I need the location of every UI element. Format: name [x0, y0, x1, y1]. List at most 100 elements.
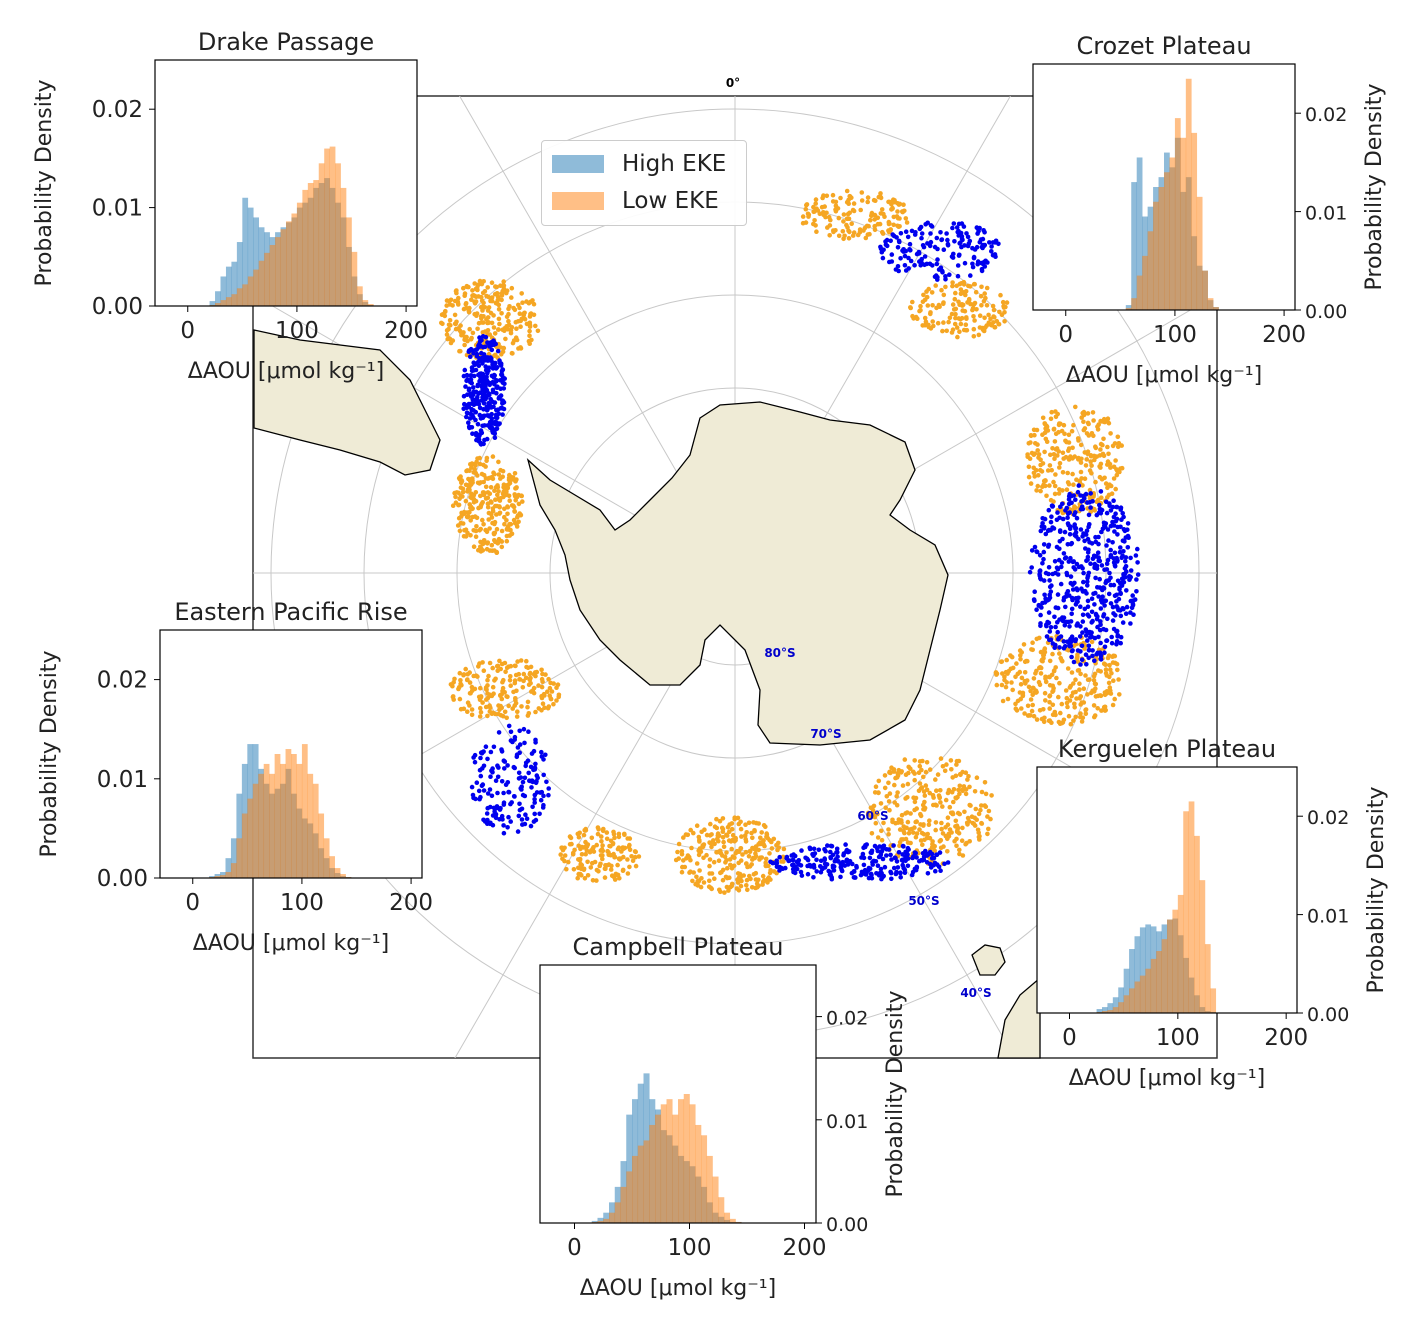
- low-eke-bar: [1136, 275, 1143, 310]
- low-eke-point: [1061, 422, 1067, 428]
- low-eke-point: [949, 330, 955, 335]
- high-eke-point: [1112, 529, 1117, 534]
- high-eke-point: [464, 372, 470, 378]
- low-eke-point: [913, 834, 919, 840]
- high-eke-point: [477, 796, 482, 802]
- low-eke-bar: [655, 1114, 662, 1223]
- high-eke-point: [1080, 630, 1085, 635]
- low-eke-point: [728, 862, 733, 868]
- low-eke-bar: [335, 163, 341, 306]
- high-eke-point: [912, 232, 918, 237]
- high-eke-point: [875, 863, 881, 868]
- low-eke-point: [485, 504, 491, 510]
- low-eke-point: [892, 800, 897, 805]
- low-eke-point: [504, 715, 510, 721]
- low-eke-point: [999, 682, 1005, 688]
- high-eke-point: [869, 850, 874, 855]
- low-eke-bar: [1177, 894, 1184, 1013]
- high-eke-point: [479, 355, 485, 361]
- low-eke-point: [726, 838, 732, 843]
- low-eke-point: [606, 850, 611, 855]
- low-eke-point: [1112, 696, 1117, 702]
- low-eke-point: [886, 799, 892, 804]
- low-eke-point: [707, 878, 712, 884]
- low-eke-point: [1050, 702, 1056, 708]
- low-eke-bar: [236, 838, 243, 878]
- high-eke-point: [1103, 499, 1109, 505]
- low-eke-point: [955, 828, 960, 833]
- high-eke-point: [944, 231, 949, 236]
- low-eke-point: [1073, 677, 1078, 682]
- low-eke-point: [461, 285, 466, 291]
- low-eke-point: [869, 831, 875, 836]
- high-eke-point: [529, 785, 534, 790]
- inset-title: Crozet Plateau: [1076, 32, 1251, 60]
- low-eke-bar: [340, 187, 347, 306]
- low-eke-point: [569, 841, 574, 847]
- low-eke-point: [475, 674, 480, 679]
- low-eke-point: [953, 306, 959, 312]
- low-eke-point: [851, 208, 857, 214]
- low-eke-point: [468, 533, 473, 538]
- low-eke-point: [887, 769, 893, 775]
- low-eke-point: [1028, 433, 1034, 438]
- high-eke-point: [924, 261, 930, 267]
- high-eke-point: [1135, 546, 1140, 552]
- low-eke-point: [1077, 681, 1082, 686]
- low-eke-point: [1008, 666, 1014, 672]
- low-eke-bar: [220, 300, 227, 306]
- low-eke-point: [547, 693, 552, 698]
- low-eke-point: [490, 454, 496, 459]
- high-eke-point: [1073, 638, 1078, 644]
- low-eke-point: [942, 768, 948, 774]
- high-eke-point: [1078, 527, 1084, 532]
- low-eke-point: [1057, 651, 1062, 656]
- low-eke-point: [524, 658, 529, 664]
- low-eke-point: [463, 527, 469, 532]
- high-eke-point: [494, 378, 499, 383]
- high-eke-point: [1135, 572, 1141, 577]
- high-eke-point: [970, 264, 976, 270]
- high-eke-point: [880, 255, 886, 261]
- low-eke-point: [845, 211, 851, 217]
- low-eke-point: [866, 223, 871, 229]
- high-eke-point: [1052, 559, 1058, 564]
- low-eke-point: [971, 314, 976, 319]
- low-eke-point: [1080, 410, 1085, 416]
- low-eke-point: [881, 820, 886, 826]
- high-eke-point: [1058, 504, 1063, 510]
- high-eke-point: [823, 848, 828, 854]
- low-eke-point: [752, 855, 757, 861]
- low-eke-point: [886, 219, 892, 225]
- low-eke-bar: [1174, 118, 1181, 310]
- low-eke-point: [738, 826, 744, 832]
- low-eke-point: [902, 830, 907, 836]
- high-eke-point: [1044, 634, 1050, 639]
- low-eke-point: [743, 839, 749, 844]
- high-eke-point: [866, 868, 871, 873]
- high-eke-point: [1120, 538, 1126, 543]
- high-eke-point: [1098, 510, 1104, 516]
- low-eke-point: [485, 328, 491, 333]
- low-eke-point: [480, 660, 485, 665]
- low-eke-point: [923, 769, 929, 775]
- low-eke-point: [735, 871, 741, 876]
- low-eke-point: [1070, 471, 1075, 477]
- high-eke-bar: [591, 1220, 598, 1223]
- low-eke-point: [1044, 439, 1050, 445]
- low-eke-point: [622, 831, 627, 837]
- low-eke-point: [531, 312, 537, 318]
- low-eke-point: [453, 494, 458, 500]
- low-eke-point: [1081, 419, 1086, 425]
- high-eke-point: [1047, 578, 1052, 583]
- high-eke-point: [791, 862, 796, 867]
- low-eke-point: [495, 496, 501, 502]
- low-eke-point: [1028, 481, 1034, 486]
- high-eke-point: [534, 790, 540, 795]
- low-eke-point: [1066, 481, 1072, 487]
- high-eke-point: [541, 757, 546, 762]
- low-eke-point: [1019, 706, 1024, 711]
- low-eke-point: [933, 827, 938, 833]
- low-eke-point: [589, 835, 595, 841]
- low-eke-point: [963, 841, 968, 847]
